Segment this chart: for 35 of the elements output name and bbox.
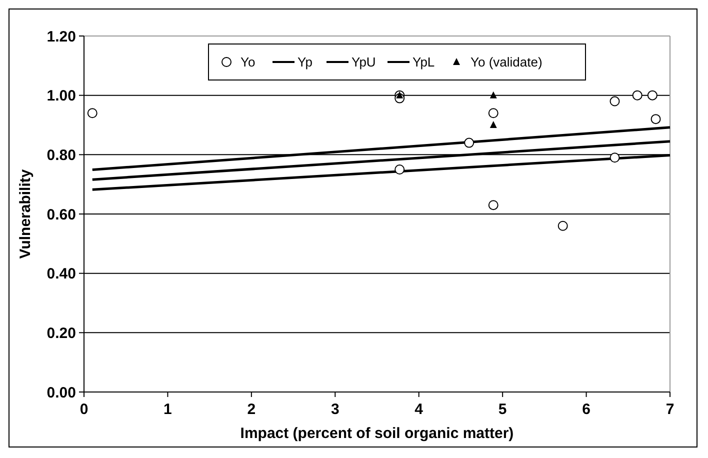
legend-label: YpL: [412, 54, 435, 70]
x-tick-label: 6: [582, 401, 590, 418]
y-tick-label: 0.60: [46, 206, 76, 224]
point: [632, 90, 642, 100]
point: [488, 108, 498, 118]
x-tick-label: 2: [247, 401, 256, 418]
point: [464, 138, 474, 148]
legend-label: Yo: [240, 54, 256, 70]
legend-label: YpU: [352, 54, 376, 70]
y-tick-label: 0.40: [46, 266, 76, 283]
legend-label: Yo (validate): [470, 54, 542, 70]
point: [610, 96, 620, 106]
x-axis-title: Impact (percent of soil organic matter): [240, 425, 514, 442]
y-tick-label: 1.00: [46, 88, 76, 105]
x-tick-label: 5: [498, 401, 507, 418]
legend-label: Yp: [298, 54, 312, 70]
x-tick-label: 4: [414, 401, 424, 418]
point: [490, 121, 497, 128]
point: [488, 200, 498, 210]
point: [610, 152, 620, 163]
y-axis-title: Vulnerability: [17, 168, 34, 259]
x-tick-label: 0: [80, 401, 88, 418]
point: [87, 108, 98, 118]
y-tick-label: 0.00: [46, 384, 76, 402]
point: [647, 90, 658, 100]
point: [558, 220, 568, 231]
x-tick-label: 1: [164, 401, 172, 418]
x-tick-label: 3: [330, 401, 340, 418]
point: [650, 114, 661, 124]
y-tick-label: 1.20: [46, 28, 76, 46]
x-tick-label: 7: [666, 401, 674, 418]
point: [490, 91, 497, 98]
point: [394, 164, 405, 174]
y-tick-label: 0.80: [46, 146, 76, 164]
y-tick-label: 0.20: [46, 324, 76, 342]
